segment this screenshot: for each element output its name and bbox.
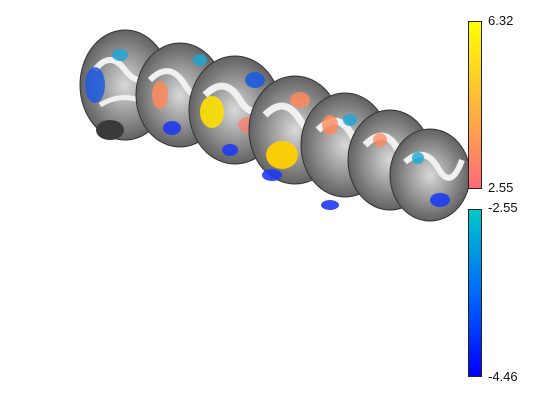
colorbar-negative-max-label: -2.55 [488,200,518,215]
slice-7 [389,128,471,222]
colorbar-positive-max-label: 6.32 [488,13,514,28]
colorbar-negative-min-label: -4.46 [488,369,518,384]
colorbar-positive [468,21,482,189]
colorbar-positive-min-label: 2.55 [488,180,514,195]
colorbar-negative [468,209,482,377]
